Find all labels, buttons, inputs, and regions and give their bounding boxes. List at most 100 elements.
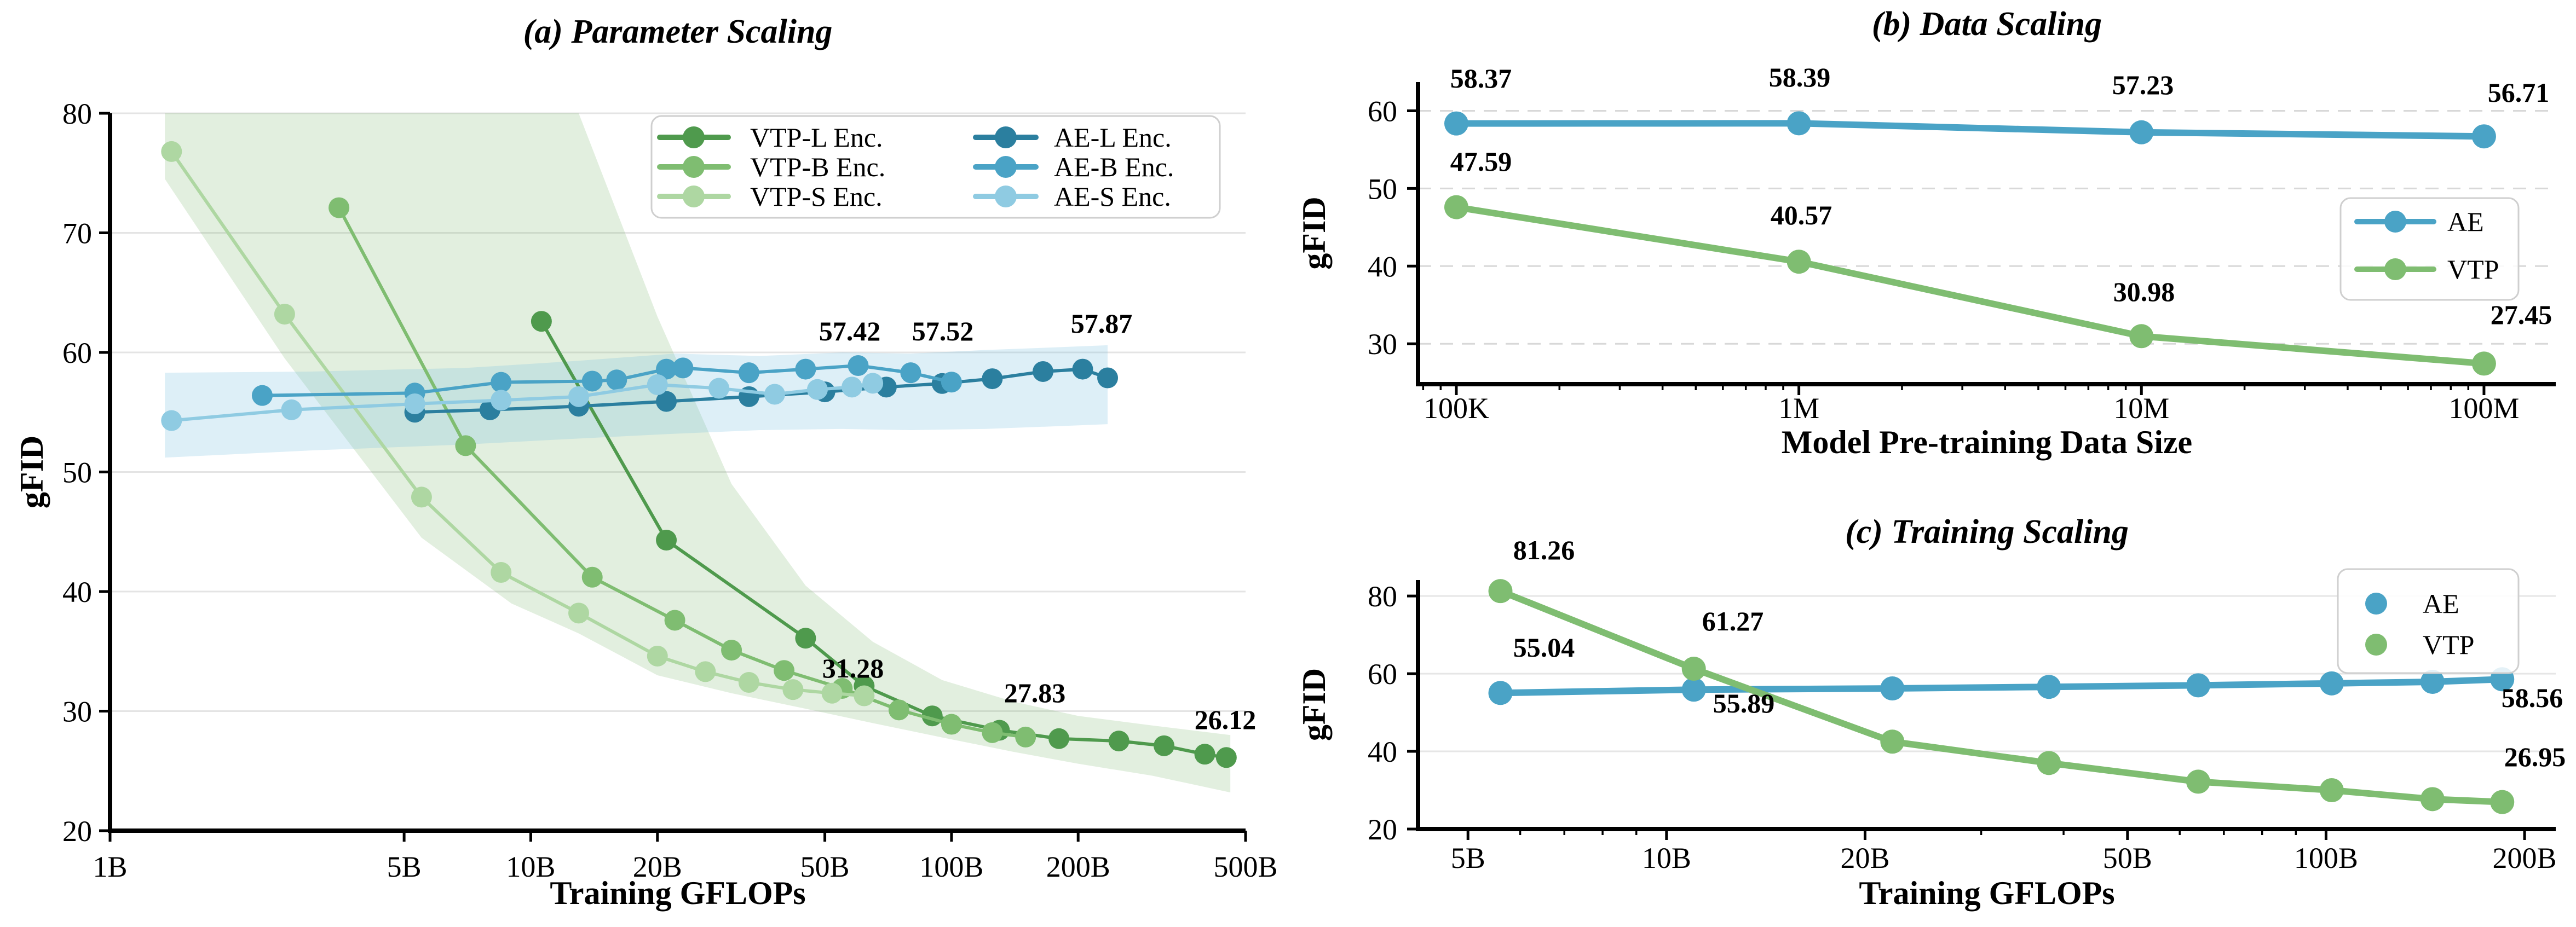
x-tick-label: 500B (1213, 850, 1277, 883)
data-point-AE-B-Enc- (848, 355, 869, 376)
legend-marker-dot (2384, 211, 2406, 233)
legend-label-VTP-L-Enc-: VTP-L Enc. (750, 122, 883, 153)
annotation-56.71: 56.71 (2488, 77, 2550, 108)
annotation-27.45: 27.45 (2491, 299, 2552, 330)
data-point-AE-B-Enc- (941, 372, 962, 393)
annotation-81.26: 81.26 (1513, 535, 1575, 565)
data-point-VTP-L-Enc- (1048, 728, 1070, 749)
data-point-AE-S-Enc- (764, 384, 785, 405)
data-point-VTP (2319, 778, 2344, 803)
data-point-VTP (1681, 657, 1706, 681)
x-tick-label: 10B (506, 850, 555, 883)
annotation-26.95: 26.95 (2504, 741, 2566, 772)
chart-b-ylabel: gFID (1296, 196, 1332, 269)
annotation-57.87: 57.87 (1071, 308, 1133, 339)
x-tick-label: 100M (2448, 392, 2519, 425)
data-point-AE-S-Enc- (806, 379, 828, 400)
annotation-58.56: 58.56 (2502, 682, 2563, 713)
y-tick-label: 80 (1368, 580, 1397, 613)
data-point-VTP-S-Enc- (854, 685, 875, 706)
annotation-31.28: 31.28 (822, 653, 884, 683)
legend-label-AE: AE (2447, 206, 2484, 237)
x-tick-label: 50B (2103, 842, 2152, 874)
data-point-VTP-L-Enc- (531, 311, 552, 332)
y-tick-label: 80 (62, 97, 92, 130)
x-tick-label: 5B (387, 850, 422, 883)
data-point-AE (1488, 681, 1513, 705)
series-line-AE (1453, 120, 2487, 140)
data-point-VTP-B-Enc- (982, 722, 1003, 743)
data-point-VTP (2129, 324, 2154, 349)
data-point-VTP-B-Enc- (721, 640, 742, 661)
legend-label-AE-B-Enc-: AE-B Enc. (1054, 152, 1174, 182)
data-point-AE-B-Enc- (738, 362, 759, 384)
data-point-AE-B-Enc- (251, 385, 273, 406)
chart-c-title: (c) Training Scaling (1845, 513, 2129, 551)
chart-b-xlabel: Model Pre-training Data Size (1782, 424, 2192, 460)
legend-label-VTP: VTP (2423, 629, 2474, 660)
legend-label-AE-S-Enc-: AE-S Enc. (1054, 181, 1171, 212)
x-tick-label: 200B (1046, 850, 1110, 883)
data-point-AE-L-Enc- (1097, 367, 1119, 389)
data-point-AE-B-Enc- (672, 357, 694, 379)
data-point-AE-B-Enc- (581, 370, 603, 392)
x-tick-label: 20B (1840, 842, 1889, 874)
legend-box (2339, 197, 2520, 301)
data-point-VTP (1444, 195, 1468, 219)
y-tick-label: 20 (1368, 813, 1397, 846)
data-point-VTP-S-Enc- (821, 682, 843, 704)
y-tick-label: 70 (62, 217, 92, 250)
data-point-AE (2471, 124, 2496, 149)
legend-label-VTP-S-Enc-: VTP-S Enc. (750, 181, 883, 212)
data-point-AE-L-Enc- (1072, 358, 1093, 380)
data-point-AE-S-Enc- (404, 393, 425, 414)
chart-b-legend: AE VTP (2339, 197, 2520, 301)
chart-c: 20 40 60 80 5B 10B 20B 50B 100B 200B 81.26 61.27 55.… (1296, 513, 2566, 911)
data-point-VTP (1880, 729, 1905, 754)
data-point-VTP (2490, 790, 2515, 814)
data-point-AE-L-Enc- (1033, 361, 1054, 382)
data-point-VTP-B-Enc- (888, 699, 909, 721)
chart-c-xlabel: Training GFLOPs (1859, 875, 2114, 911)
legend-marker-dot (683, 126, 705, 148)
legend-label-AE-L-Enc-: AE-L Enc. (1054, 122, 1172, 153)
x-tick-label: 50B (800, 850, 850, 883)
annotation-26.12: 26.12 (1195, 704, 1257, 735)
chart-c-ylabel: gFID (1296, 668, 1332, 741)
x-tick-label: 100B (919, 850, 983, 883)
data-point-VTP-S-Enc- (647, 645, 668, 667)
x-tick-label: 100K (1424, 392, 1489, 425)
chart-c-legend: AE VTP (2337, 568, 2520, 674)
x-tick-label: 20B (633, 850, 682, 883)
series-line-VTP (1497, 588, 2506, 806)
annotation-40.57: 40.57 (1771, 200, 1832, 230)
data-point-VTP-L-Enc- (1194, 744, 1215, 765)
x-tick-label: 10B (1642, 842, 1691, 874)
y-tick-label: 50 (1368, 172, 1397, 205)
data-point-AE (1681, 677, 1706, 702)
annotation-58.39: 58.39 (1769, 62, 1831, 92)
data-point-AE-S-Enc- (161, 410, 182, 431)
data-point-VTP-S-Enc- (274, 304, 295, 325)
data-point-VTP-L-Enc- (1108, 731, 1129, 752)
y-tick-label: 20 (62, 815, 92, 848)
legend-marker-dot (995, 186, 1017, 207)
annotation-55.89: 55.89 (1713, 688, 1775, 719)
data-point-VTP-B-Enc- (1015, 726, 1036, 748)
data-point-VTP-L-Enc- (795, 628, 816, 649)
series-line-VTP (1453, 204, 2487, 367)
y-tick-label: 30 (1368, 328, 1397, 361)
y-tick-label: 40 (62, 576, 92, 609)
data-point-VTP-L-Enc- (1215, 747, 1237, 768)
data-point-VTP-B-Enc- (581, 566, 603, 588)
annotation-27.83: 27.83 (1004, 677, 1066, 708)
annotation-61.27: 61.27 (1702, 606, 1764, 636)
annotation-57.23: 57.23 (2112, 69, 2174, 100)
x-tick-label: 5B (1451, 842, 1485, 874)
data-point-AE-S-Enc- (568, 386, 590, 407)
data-point-VTP-S-Enc- (411, 486, 432, 508)
legend-marker-dot (2365, 593, 2387, 615)
legend-marker-dot (683, 156, 705, 178)
data-point-AE (2129, 120, 2154, 144)
